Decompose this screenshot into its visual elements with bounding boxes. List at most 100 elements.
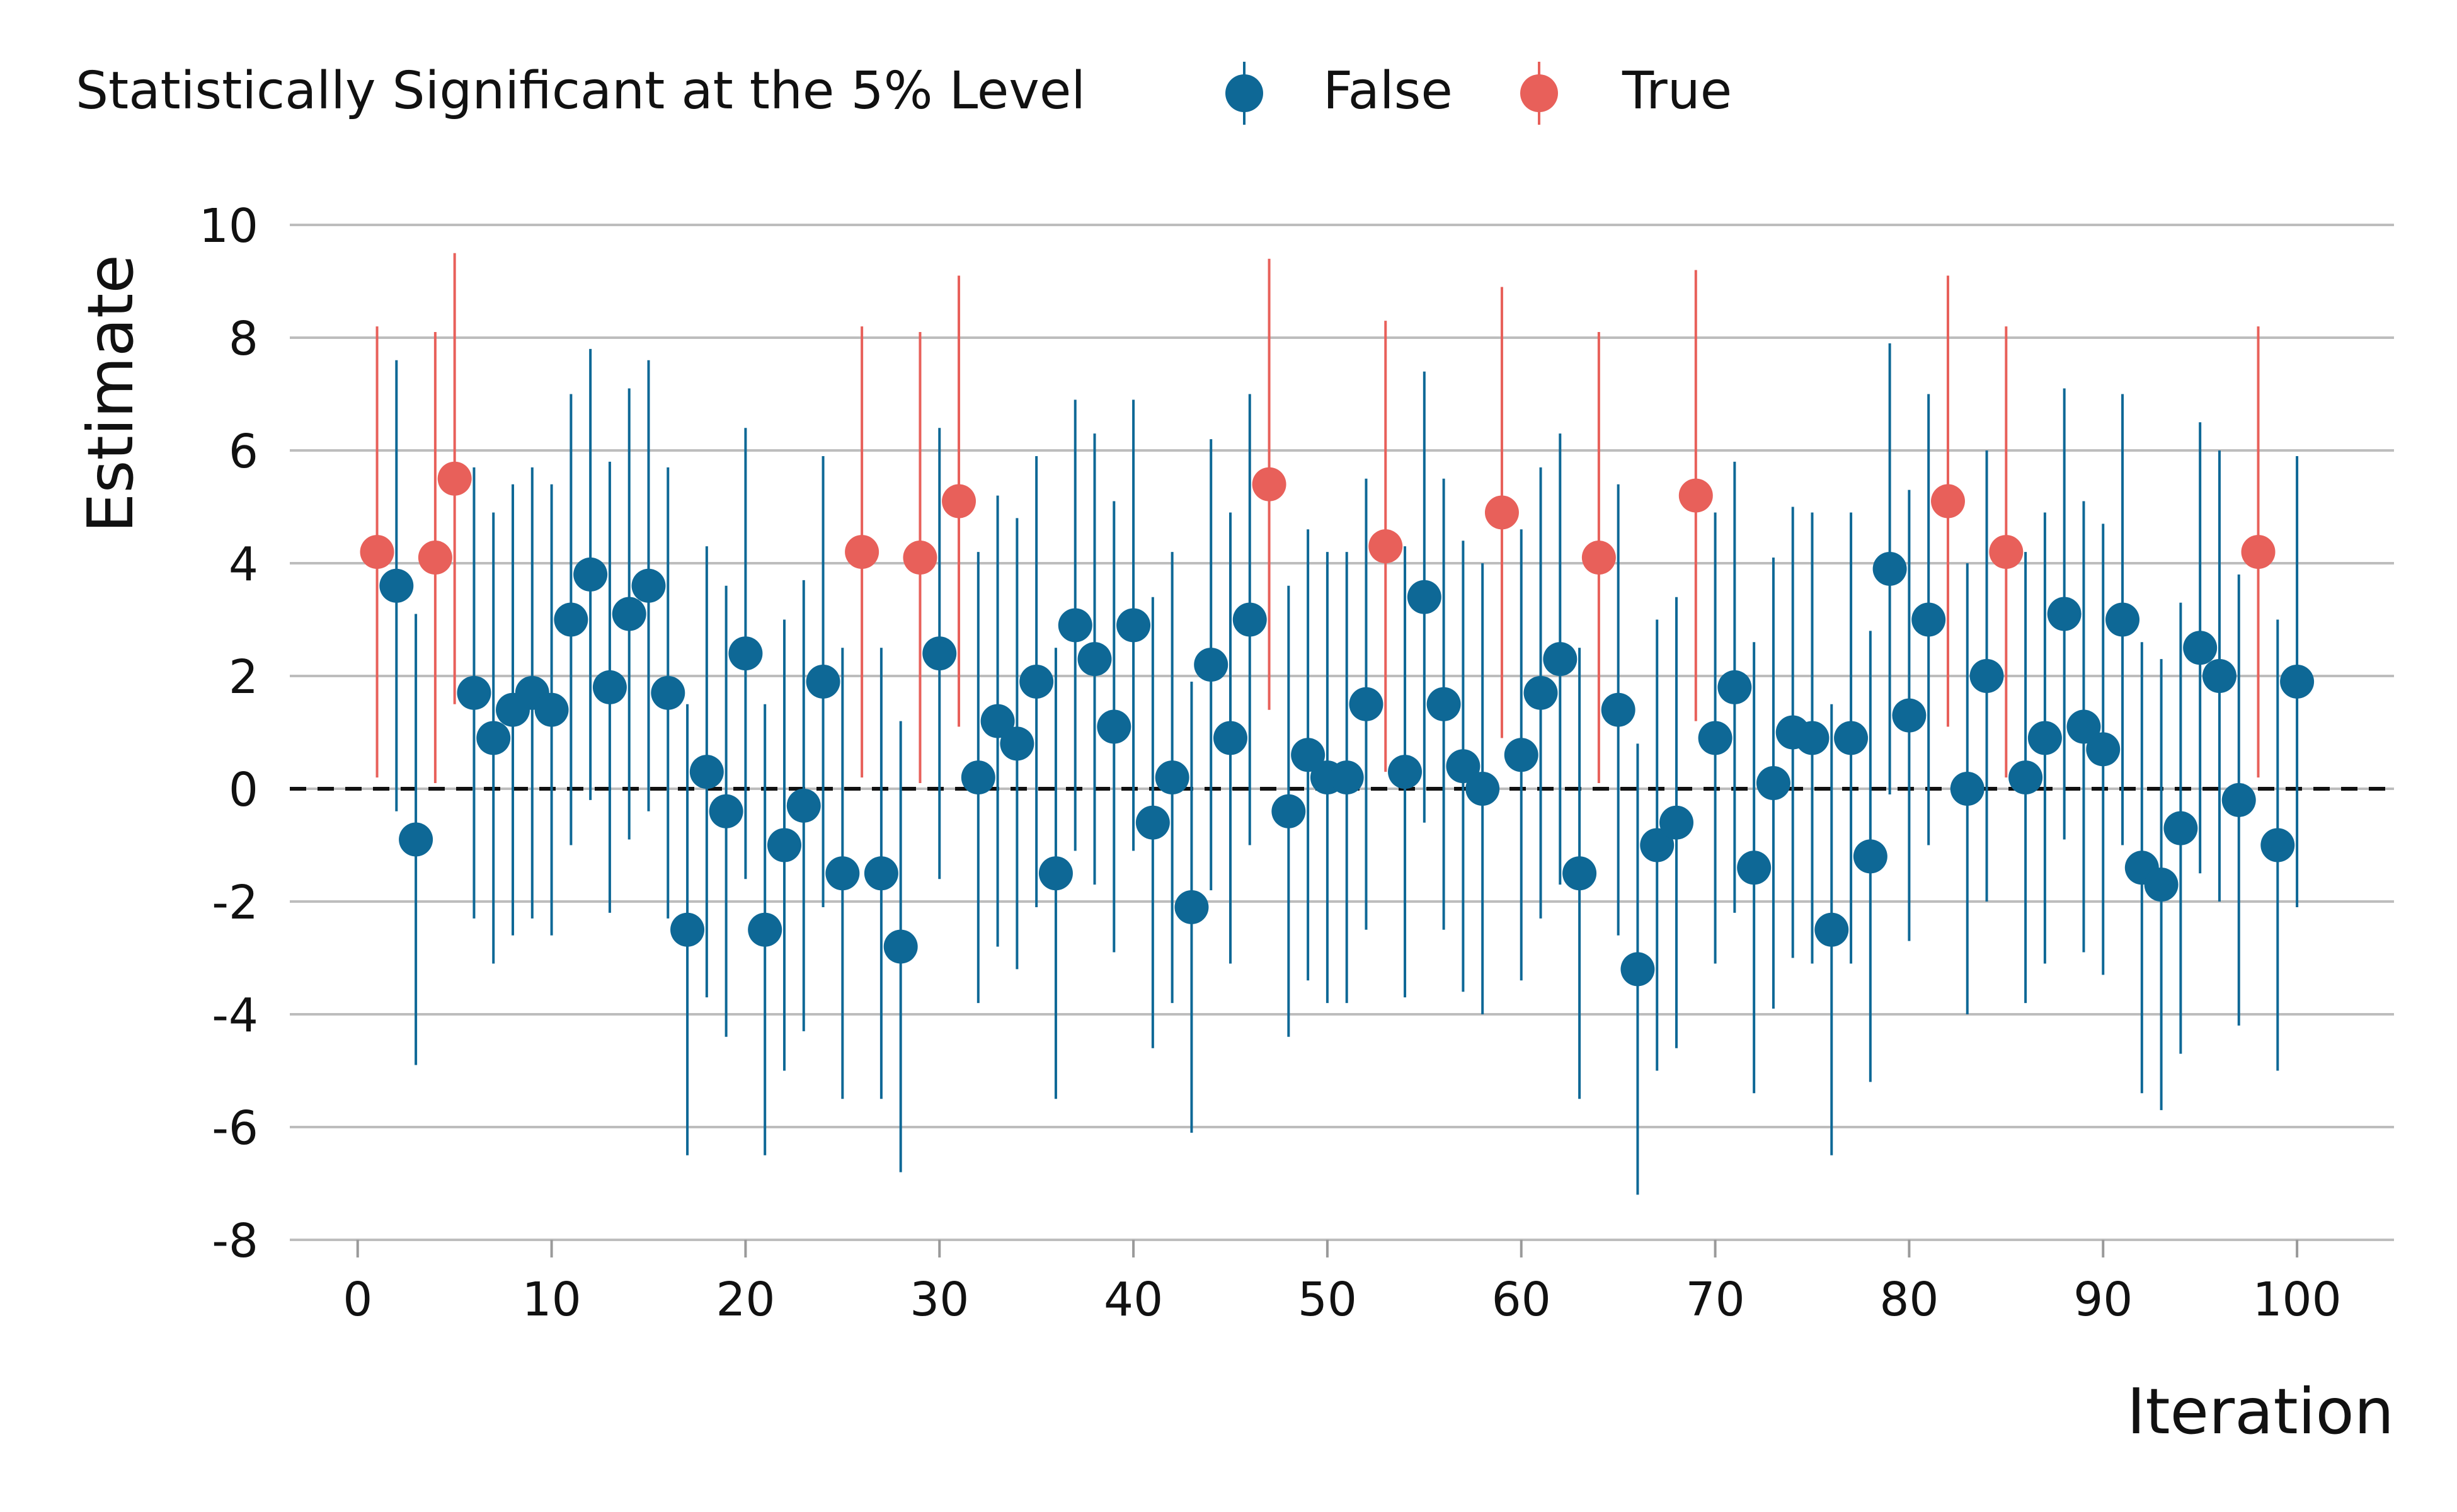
legend-entry-false: False xyxy=(1225,61,1453,125)
data-point xyxy=(457,675,491,710)
legend: Statistically Significant at the 5% Leve… xyxy=(76,61,1732,125)
data-point xyxy=(709,794,743,828)
data-point xyxy=(418,541,452,575)
grid xyxy=(290,224,2394,1241)
data-point xyxy=(864,856,898,891)
data-point xyxy=(1969,659,2004,693)
data-point xyxy=(922,636,957,671)
data-point xyxy=(573,557,608,592)
data-point xyxy=(825,856,860,891)
data-point xyxy=(2241,535,2276,570)
data-point xyxy=(1271,794,1306,828)
data-point xyxy=(1388,755,1423,789)
data-point xyxy=(1543,642,1578,677)
data-point xyxy=(554,602,588,637)
data-point xyxy=(903,541,937,575)
data-point xyxy=(1135,805,1170,840)
data-point xyxy=(748,912,782,947)
data-point xyxy=(2260,828,2295,862)
x-tick-label: 70 xyxy=(1685,1273,1744,1327)
x-tick-label: 0 xyxy=(343,1273,372,1327)
data-point xyxy=(1659,805,1694,840)
data-point xyxy=(592,670,627,704)
data-point xyxy=(2105,602,2140,637)
data-point xyxy=(1077,642,1112,677)
legend-false-label: False xyxy=(1323,61,1453,121)
data-point xyxy=(786,788,821,823)
error-bars xyxy=(375,253,2299,1195)
y-tick-label: 8 xyxy=(229,312,258,366)
legend-true-dot xyxy=(1520,74,1558,112)
data-point xyxy=(2221,782,2256,817)
data-point xyxy=(1640,828,1675,862)
data-point xyxy=(534,692,569,727)
x-axis-title: Iteration xyxy=(2127,1375,2394,1448)
legend-true-label: True xyxy=(1622,61,1732,121)
data-point xyxy=(1756,766,1790,801)
data-point xyxy=(2202,659,2236,693)
y-tick-label: 6 xyxy=(229,425,258,479)
data-point xyxy=(1232,602,1267,637)
y-tick-label: 0 xyxy=(229,763,258,817)
data-point xyxy=(1252,467,1286,501)
data-point xyxy=(1058,608,1092,643)
y-tick-labels: -8 -6 -4 -2 0 2 4 6 8 10 xyxy=(199,199,258,1268)
data-point xyxy=(1581,541,1616,575)
legend-false-dot xyxy=(1225,74,1263,112)
data-point xyxy=(2183,631,2218,665)
data-point xyxy=(1601,692,1635,727)
data-point xyxy=(1853,839,1887,874)
data-point xyxy=(1019,664,1054,699)
data-point xyxy=(1465,772,1500,806)
data-point xyxy=(2086,732,2121,767)
data-point xyxy=(437,461,472,496)
data-point xyxy=(845,535,879,570)
data-point xyxy=(2066,709,2101,744)
x-tick-label: 30 xyxy=(910,1273,969,1327)
data-point xyxy=(1620,952,1655,987)
data-point xyxy=(2280,664,2315,699)
legend-entry-true: True xyxy=(1520,61,1732,125)
data-point xyxy=(961,760,995,795)
data-point xyxy=(1000,726,1034,761)
legend-title: Statistically Significant at the 5% Leve… xyxy=(76,61,1085,121)
data-point xyxy=(1194,648,1228,682)
y-tick-label: -2 xyxy=(212,876,258,930)
data-point xyxy=(1446,749,1480,784)
data-point xyxy=(1678,478,1713,513)
x-tick-label: 20 xyxy=(716,1273,775,1327)
data-point xyxy=(1213,721,1247,755)
data-point xyxy=(1097,709,1131,744)
data-point xyxy=(631,568,666,603)
data-point xyxy=(1116,608,1151,643)
data-point xyxy=(1407,580,1441,614)
y-axis-title: Estimate xyxy=(74,255,147,533)
data-point xyxy=(1717,670,1752,704)
data-point xyxy=(1698,721,1732,755)
data-point xyxy=(2163,811,2198,845)
data-point xyxy=(2027,721,2062,755)
x-tick-label: 50 xyxy=(1298,1273,1357,1327)
data-point xyxy=(728,636,763,671)
data-point xyxy=(1484,495,1519,530)
data-point xyxy=(1291,738,1326,772)
y-tick-label: 4 xyxy=(229,537,258,592)
x-axis: 0 10 20 30 40 50 60 70 80 90 100 xyxy=(343,1240,2342,1327)
data-point xyxy=(360,535,394,570)
data-point xyxy=(2047,597,2082,631)
data-point xyxy=(1795,721,1830,755)
data-point xyxy=(1426,687,1461,721)
data-point xyxy=(399,822,433,857)
y-tick-label: -4 xyxy=(212,988,258,1043)
data-point xyxy=(2144,868,2179,902)
data-point xyxy=(1950,772,1984,806)
data-point xyxy=(942,484,976,518)
data-point xyxy=(1892,698,1927,733)
data-point xyxy=(1814,912,1849,947)
data-point xyxy=(1349,687,1383,721)
data-point xyxy=(670,912,705,947)
data-point xyxy=(1930,484,1965,518)
data-point xyxy=(689,755,724,789)
x-tick-label: 60 xyxy=(1492,1273,1551,1327)
